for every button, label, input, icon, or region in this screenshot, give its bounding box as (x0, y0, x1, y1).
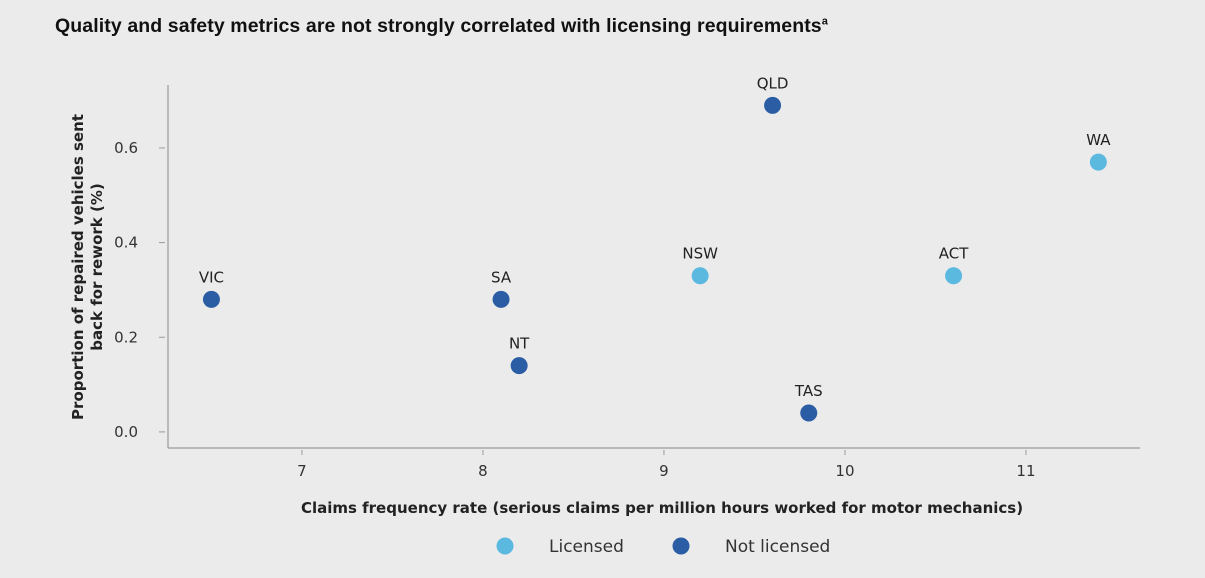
y-tick-label: 0.4 (114, 234, 138, 252)
y-tick-label: 0.0 (114, 423, 138, 441)
data-label-qld: QLD (757, 74, 789, 92)
x-tick-label: 7 (297, 462, 307, 480)
legend-marker-licensed (496, 537, 514, 555)
data-label-tas: TAS (794, 382, 823, 400)
y-tick-label: 0.2 (114, 328, 138, 346)
legend-label-licensed: Licensed (549, 537, 624, 557)
data-point-sa (492, 290, 510, 308)
data-label-nt: NT (509, 335, 530, 353)
y-tick-label: 0.6 (114, 139, 138, 157)
y-axis-title-line: back for rework (%) (88, 183, 106, 350)
chart-title: Quality and safety metrics are not stron… (55, 15, 828, 38)
chart-title-text: Quality and safety metrics are not stron… (55, 15, 822, 37)
data-point-wa (1089, 153, 1107, 171)
x-tick-label: 10 (835, 462, 854, 480)
data-label-act: ACT (939, 245, 969, 263)
x-axis-title: Claims frequency rate (serious claims pe… (301, 499, 1023, 517)
data-point-nt (510, 357, 528, 375)
data-point-vic (202, 290, 220, 308)
data-label-vic: VIC (199, 268, 224, 286)
x-tick-label: 9 (659, 462, 669, 480)
x-tick-label: 8 (478, 462, 488, 480)
data-label-nsw: NSW (682, 245, 718, 263)
data-label-wa: WA (1086, 131, 1111, 149)
x-tick-label: 11 (1016, 462, 1035, 480)
y-axis-title: Proportion of repaired vehicles sentback… (69, 114, 106, 420)
data-point-qld (764, 96, 782, 114)
legend-label-not-licensed: Not licensed (725, 537, 830, 557)
data-point-tas (800, 404, 818, 422)
legend-marker-not-licensed (672, 537, 690, 555)
data-point-act (945, 267, 963, 285)
title-footnote-marker: a (821, 15, 828, 28)
y-axis-title-line: Proportion of repaired vehicles sent (69, 114, 87, 420)
data-label-sa: SA (491, 268, 512, 286)
data-point-nsw (691, 267, 709, 285)
